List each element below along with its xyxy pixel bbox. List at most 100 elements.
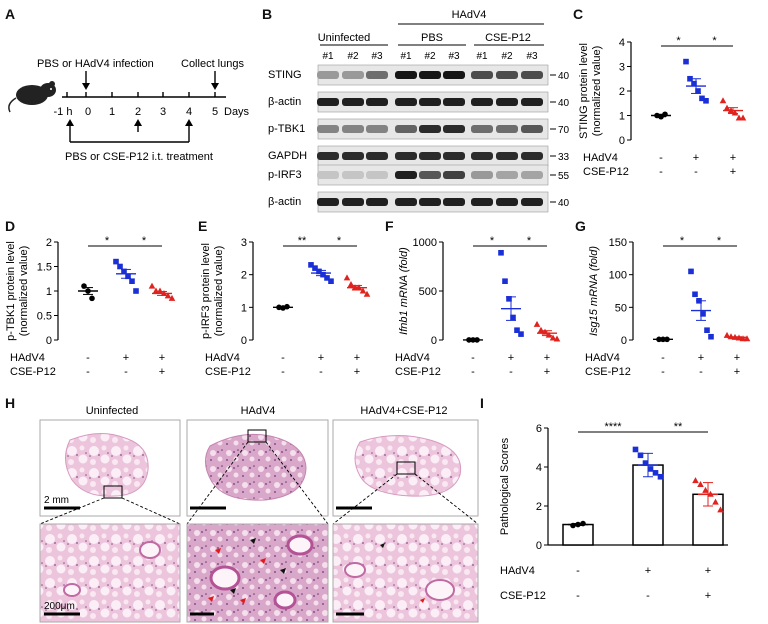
blot-band — [521, 198, 543, 206]
data-point — [553, 335, 561, 342]
blot-band — [342, 98, 364, 106]
blot-band — [419, 171, 441, 179]
tick-label: 4 — [186, 106, 192, 118]
collect-label: Collect lungs — [181, 58, 244, 70]
condition-sign: + — [693, 152, 699, 164]
tick-label: 3 — [160, 106, 166, 118]
data-point — [695, 88, 701, 94]
y-tick-label: 2 — [619, 86, 625, 98]
blot-band — [496, 125, 518, 133]
data-point — [652, 470, 659, 476]
data-point — [692, 477, 699, 484]
data-point — [723, 331, 731, 338]
data-point — [359, 287, 367, 294]
data-point — [703, 98, 709, 104]
zoom-image-cse — [332, 523, 479, 623]
blot-band — [471, 98, 493, 106]
data-point — [687, 75, 693, 82]
significance-label: * — [337, 235, 342, 247]
lane-label: #2 — [347, 51, 359, 62]
significance-label: * — [105, 235, 110, 247]
y-tick-label: 4 — [619, 37, 625, 49]
y-tick-label: 3 — [619, 62, 625, 74]
blot-band — [419, 198, 441, 206]
data-point — [133, 288, 139, 294]
blot-band — [471, 152, 493, 160]
blot-band — [395, 71, 417, 79]
blot-band — [395, 198, 417, 206]
data-point — [328, 278, 334, 284]
y-axis-label: Pathological Scores — [499, 437, 511, 535]
blot-band — [443, 171, 465, 179]
lane-label: #2 — [424, 51, 436, 62]
data-point — [89, 295, 95, 302]
panel-label-c: C — [573, 6, 584, 22]
y-axis-label: p-TBK1 protein level — [5, 241, 17, 341]
blot-row-label: β-actin — [268, 96, 301, 108]
blot-band — [443, 152, 465, 160]
y-tick-label: 500 — [419, 286, 437, 298]
data-point — [502, 278, 508, 284]
data-point — [514, 327, 520, 333]
mw-marker: 40 — [558, 71, 570, 82]
y-tick-label: 1 — [241, 302, 247, 314]
data-point — [683, 58, 689, 65]
data-point — [312, 265, 318, 271]
data-point — [719, 97, 727, 104]
condition-sign: - — [576, 565, 580, 577]
condition-sign: - — [659, 166, 663, 178]
data-point — [533, 320, 541, 327]
data-point — [347, 280, 355, 287]
blot-band — [521, 98, 543, 106]
condition-sign: + — [734, 366, 740, 378]
data-point — [545, 331, 553, 338]
condition-label: CSE-P12 — [10, 366, 56, 378]
y-tick-label: 0 — [619, 135, 625, 147]
condition-sign: - — [661, 352, 665, 364]
data-point — [637, 452, 644, 459]
data-point — [168, 294, 176, 301]
blot-band — [342, 71, 364, 79]
condition-label: HAdV4 — [205, 352, 240, 364]
data-point — [363, 290, 371, 297]
blot-row-label: p-IRF3 — [268, 169, 302, 181]
blot-band — [366, 71, 388, 79]
condition-sign: - — [281, 352, 285, 364]
y-axis-label: (normalized value) — [591, 46, 603, 136]
blot-band — [521, 71, 543, 79]
blot-band — [317, 171, 339, 179]
blot-band — [342, 171, 364, 179]
data-point — [692, 291, 698, 298]
blot-band — [395, 98, 417, 106]
data-point — [510, 314, 516, 321]
data-point — [324, 275, 330, 281]
y-tick-label: 2 — [241, 270, 247, 282]
y-tick-label: 0 — [621, 335, 627, 347]
condition-sign: - — [124, 366, 128, 378]
y-tick-label: 4 — [536, 462, 542, 474]
blot-band — [317, 71, 339, 79]
blot-band — [395, 152, 417, 160]
y-axis-label: Ifnb1 mRNA (fold) — [398, 247, 410, 335]
panel-label-e: E — [198, 218, 208, 234]
panel-label-a: A — [5, 6, 16, 22]
zoom-image-hadv4 — [186, 523, 329, 623]
condition-label: CSE-P12 — [205, 366, 251, 378]
data-point — [700, 311, 706, 317]
tick-label: 1 — [109, 106, 115, 118]
mw-marker: 55 — [558, 171, 570, 182]
group-label: Uninfected — [318, 32, 371, 44]
blot-band — [443, 98, 465, 106]
treatment-arrow-icon — [66, 119, 74, 126]
mw-marker: 40 — [558, 98, 570, 109]
panel-label-b: B — [262, 6, 273, 22]
data-point — [697, 481, 704, 488]
blot-band — [496, 171, 518, 179]
condition-sign: - — [576, 590, 580, 602]
data-point — [549, 334, 557, 341]
condition-sign: + — [734, 352, 740, 364]
data-point — [148, 282, 156, 289]
condition-sign: + — [318, 352, 324, 364]
y-tick-label: 2 — [46, 237, 52, 249]
scale-bar-label: 200μm — [44, 601, 75, 612]
